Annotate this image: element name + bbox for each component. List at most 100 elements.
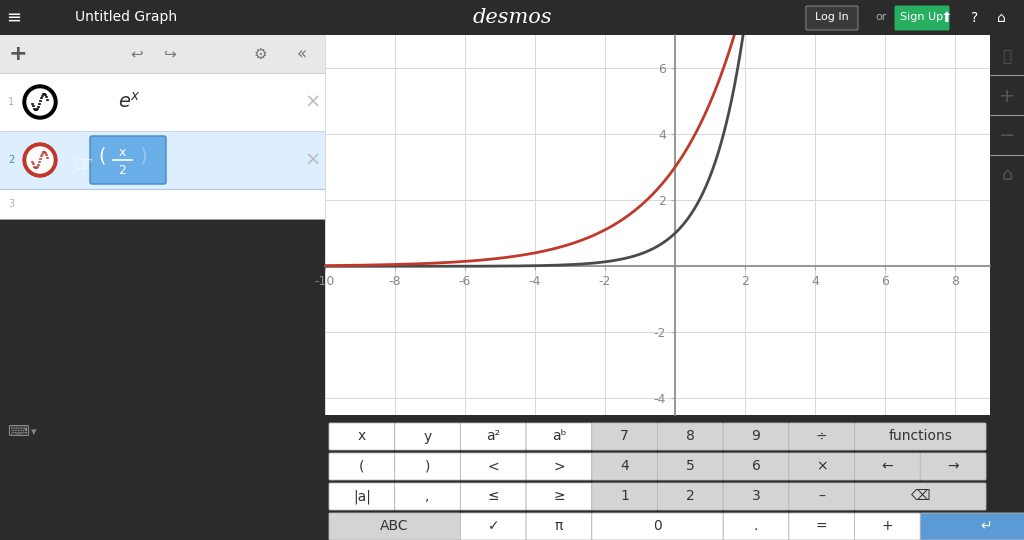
Text: functions: functions — [889, 429, 952, 443]
Text: ): ) — [425, 460, 430, 474]
Text: desmos: desmos — [472, 8, 552, 27]
Circle shape — [27, 147, 53, 173]
Text: 7: 7 — [621, 429, 629, 443]
FancyBboxPatch shape — [90, 136, 166, 184]
Text: ⌫: ⌫ — [910, 489, 930, 503]
FancyBboxPatch shape — [788, 453, 855, 480]
Text: or: or — [874, 12, 887, 23]
FancyBboxPatch shape — [592, 483, 657, 510]
FancyBboxPatch shape — [461, 513, 526, 540]
Text: →: → — [947, 460, 958, 474]
Text: ⬆: ⬆ — [940, 10, 952, 24]
FancyBboxPatch shape — [855, 423, 986, 450]
Text: 0: 0 — [653, 519, 662, 534]
FancyBboxPatch shape — [394, 483, 461, 510]
Text: +: + — [998, 87, 1015, 106]
FancyBboxPatch shape — [329, 453, 394, 480]
Text: a²: a² — [486, 429, 501, 443]
Text: Untitled Graph: Untitled Graph — [75, 10, 177, 24]
Text: ↪: ↪ — [163, 46, 175, 62]
Text: aᵇ: aᵇ — [552, 429, 566, 443]
Text: ⌨: ⌨ — [7, 424, 29, 440]
Text: (: ( — [98, 146, 105, 165]
Text: 3: 3 — [752, 489, 761, 503]
Bar — [0, 35, 325, 73]
Text: ×: × — [816, 460, 827, 474]
Text: 9: 9 — [752, 429, 761, 443]
Text: ,: , — [425, 489, 430, 503]
Text: ≡: ≡ — [6, 9, 22, 26]
Text: ↩: ↩ — [130, 46, 143, 62]
Text: x: x — [119, 145, 126, 159]
Text: ×: × — [305, 151, 322, 170]
Text: ▾: ▾ — [31, 427, 37, 437]
Text: −: − — [998, 125, 1015, 145]
Text: ≥: ≥ — [553, 489, 565, 503]
Text: +: + — [8, 44, 28, 64]
FancyBboxPatch shape — [723, 453, 788, 480]
Text: ✓: ✓ — [487, 519, 499, 534]
Bar — [0, 131, 325, 189]
Text: ?: ? — [971, 10, 979, 24]
FancyBboxPatch shape — [461, 453, 526, 480]
FancyBboxPatch shape — [723, 483, 788, 510]
Text: 1: 1 — [8, 97, 14, 107]
FancyBboxPatch shape — [526, 423, 592, 450]
Text: <: < — [487, 460, 499, 474]
Text: (: ( — [359, 460, 365, 474]
Text: –: – — [818, 489, 825, 503]
Text: 2: 2 — [118, 164, 126, 177]
FancyBboxPatch shape — [592, 423, 657, 450]
Text: .: . — [754, 519, 758, 534]
Text: +: + — [882, 519, 893, 534]
FancyBboxPatch shape — [788, 513, 855, 540]
Text: 5: 5 — [686, 460, 694, 474]
Text: >: > — [553, 460, 565, 474]
Text: ): ) — [139, 146, 146, 165]
Text: ⌂: ⌂ — [997, 10, 1006, 24]
FancyBboxPatch shape — [788, 483, 855, 510]
Text: Log In: Log In — [815, 12, 849, 23]
Text: =: = — [816, 519, 827, 534]
FancyBboxPatch shape — [657, 453, 723, 480]
FancyBboxPatch shape — [806, 6, 858, 30]
FancyBboxPatch shape — [855, 483, 986, 510]
Text: «: « — [297, 45, 307, 63]
FancyBboxPatch shape — [657, 483, 723, 510]
Circle shape — [27, 89, 53, 115]
Text: ABC: ABC — [380, 519, 409, 534]
FancyBboxPatch shape — [788, 423, 855, 450]
FancyBboxPatch shape — [723, 513, 788, 540]
Bar — [0, 73, 325, 131]
FancyBboxPatch shape — [526, 513, 592, 540]
Text: ÷: ÷ — [816, 429, 827, 443]
FancyBboxPatch shape — [855, 513, 921, 540]
Text: 2: 2 — [8, 155, 14, 165]
FancyBboxPatch shape — [723, 423, 788, 450]
Text: ≤: ≤ — [487, 489, 499, 503]
FancyBboxPatch shape — [921, 453, 986, 480]
Circle shape — [23, 143, 57, 177]
Text: 3: 3 — [8, 199, 14, 209]
Text: ×: × — [305, 92, 322, 111]
FancyBboxPatch shape — [461, 423, 526, 450]
Text: 2: 2 — [686, 489, 694, 503]
FancyBboxPatch shape — [526, 483, 592, 510]
Text: 🔧: 🔧 — [1002, 50, 1012, 64]
FancyBboxPatch shape — [394, 423, 461, 450]
FancyBboxPatch shape — [592, 513, 723, 540]
Text: y: y — [424, 429, 432, 443]
Text: x: x — [357, 429, 366, 443]
Text: $e^x$: $e^x$ — [119, 92, 141, 112]
Text: ⌂: ⌂ — [1001, 166, 1013, 184]
FancyBboxPatch shape — [329, 423, 394, 450]
FancyBboxPatch shape — [855, 453, 921, 480]
Text: Sign Up: Sign Up — [900, 12, 943, 23]
Text: ↵: ↵ — [980, 519, 992, 534]
FancyBboxPatch shape — [921, 513, 1024, 540]
Text: 4: 4 — [621, 460, 629, 474]
Text: 8: 8 — [686, 429, 695, 443]
Text: π: π — [555, 519, 563, 534]
Bar — [0, 189, 325, 219]
FancyBboxPatch shape — [461, 483, 526, 510]
